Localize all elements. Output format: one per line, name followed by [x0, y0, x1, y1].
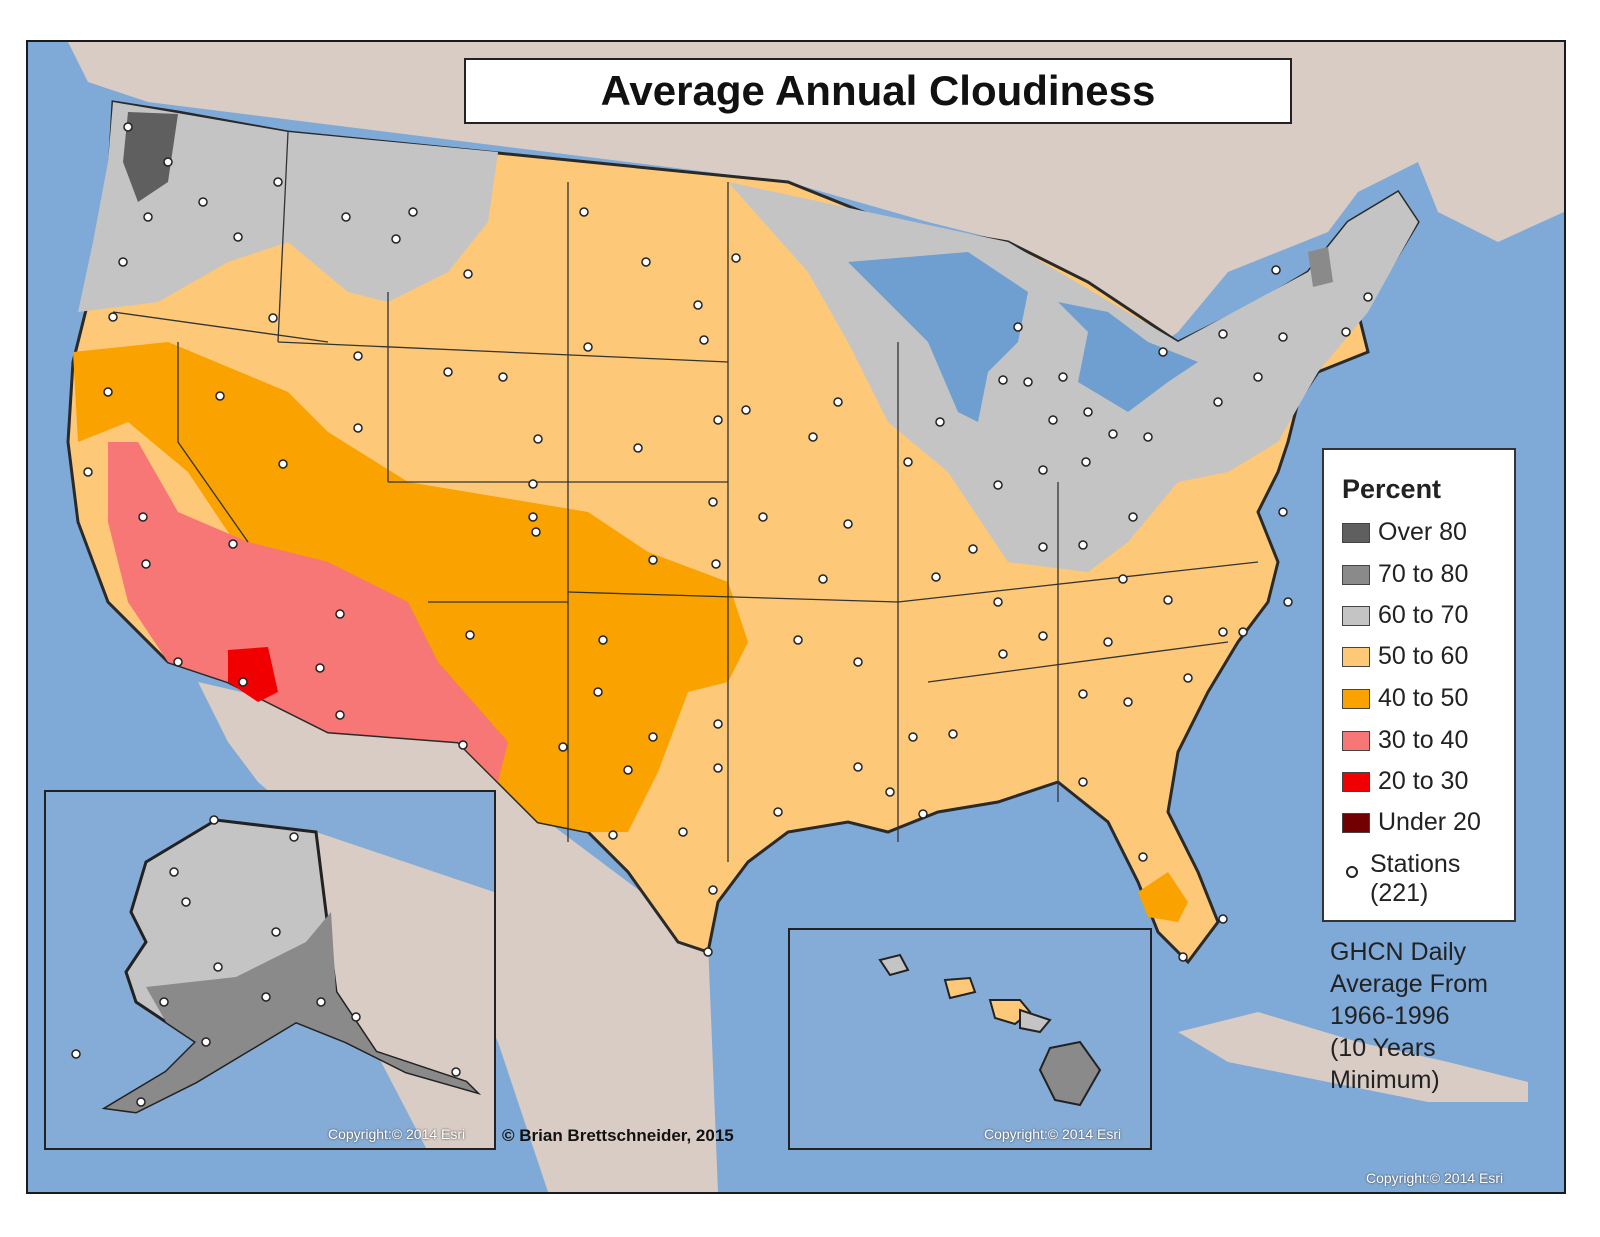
state-boundaries	[112, 131, 1259, 862]
legend-title: Percent	[1342, 474, 1442, 504]
cuba-land	[1178, 1012, 1528, 1102]
legend-swatch	[1342, 605, 1370, 626]
source-note: GHCN Daily Average From 1966-1996 (10 Ye…	[1330, 936, 1540, 1096]
legend-swatch	[1342, 771, 1370, 792]
stations-label: Stations (221)	[1370, 850, 1460, 908]
legend-label: 50 to 60	[1378, 642, 1469, 670]
station-dot-icon	[1346, 866, 1358, 878]
legend-swatch	[1342, 688, 1370, 709]
legend-swatch	[1342, 730, 1370, 751]
stations-label-line2: (221)	[1370, 879, 1429, 907]
legend-item-40-50: 40 to 50	[1342, 684, 1468, 713]
legend-item-50-60: 50 to 60	[1342, 642, 1468, 671]
alaska-map	[46, 792, 494, 1148]
legend-label: Over 80	[1378, 518, 1467, 546]
stations-label-line1: Stations	[1370, 850, 1461, 878]
source-note-line: 1966-1996	[1330, 1002, 1450, 1030]
legend-swatch	[1342, 812, 1370, 833]
map-frame: Average Annual Cloudiness Copyright:© 20…	[26, 40, 1566, 1194]
map-title: Average Annual Cloudiness	[464, 58, 1292, 124]
canada-land	[68, 42, 1564, 382]
alaska-copyright: Copyright:© 2014 Esri	[328, 1126, 466, 1142]
legend-item-under-20: Under 20	[1342, 808, 1481, 837]
legend-label: 40 to 50	[1378, 684, 1469, 712]
hawaii-map	[790, 930, 1150, 1148]
alaska-inset: Copyright:© 2014 Esri	[44, 790, 496, 1150]
desert-red-band	[108, 442, 508, 782]
author-credit: © Brian Brettschneider, 2015	[502, 1126, 734, 1145]
southwest-orange-band	[73, 342, 748, 832]
legend-item-30-40: 30 to 40	[1342, 726, 1468, 755]
northwest-gray-region	[78, 102, 498, 312]
legend-label: 30 to 40	[1378, 726, 1469, 754]
source-note-line: Average From	[1330, 970, 1488, 998]
legend-label: Under 20	[1378, 808, 1481, 836]
legend-label: 60 to 70	[1378, 601, 1469, 629]
great-lakes-water	[848, 252, 1198, 422]
legend-label: 70 to 80	[1378, 560, 1469, 588]
source-note-line: Minimum)	[1330, 1066, 1440, 1094]
source-note-line: (10 Years	[1330, 1034, 1436, 1062]
legend-swatch	[1342, 646, 1370, 667]
legend-item-over-80: Over 80	[1342, 518, 1467, 547]
hawaii-copyright: Copyright:© 2014 Esri	[984, 1126, 1122, 1142]
legend-item-20-30: 20 to 30	[1342, 767, 1468, 796]
legend-item-70-80: 70 to 80	[1342, 560, 1468, 589]
florida-orange-spot	[1138, 872, 1188, 922]
new-hampshire-dark	[1308, 247, 1333, 287]
legend-stations: Stations (221)	[1342, 850, 1460, 908]
yuma-bright-red	[228, 647, 278, 702]
station-markers	[83, 122, 1373, 962]
main-copyright: Copyright:© 2014 Esri	[1366, 1170, 1504, 1186]
legend-item-60-70: 60 to 70	[1342, 601, 1468, 630]
hawaii-inset: Copyright:© 2014 Esri	[788, 928, 1152, 1150]
washington-coast-dark	[123, 112, 178, 202]
legend-swatch	[1342, 564, 1370, 585]
source-note-line: GHCN Daily	[1330, 938, 1467, 966]
legend: Percent Over 80 70 to 80 60 to 70 50 to …	[1322, 448, 1516, 922]
legend-label: 20 to 30	[1378, 767, 1469, 795]
legend-swatch	[1342, 522, 1370, 543]
